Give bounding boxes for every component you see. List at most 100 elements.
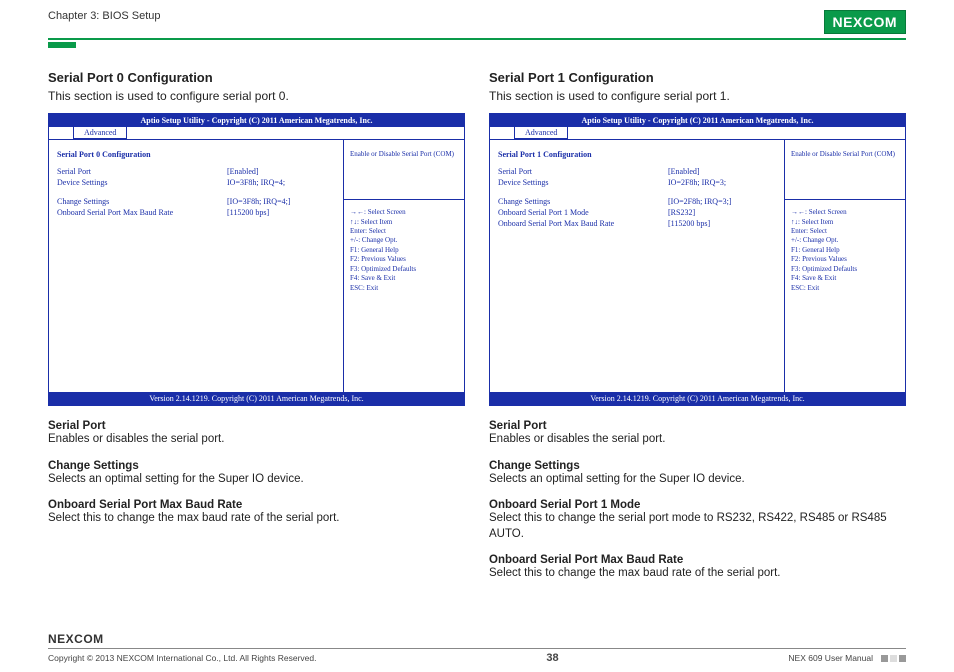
bios-footer: Version 2.14.1219. Copyright (C) 2011 Am… [49, 392, 464, 405]
bios-option-value: [115200 bps] [668, 219, 776, 228]
bios-key-hint: F1: General Help [350, 246, 458, 255]
description-item: Change SettingsSelects an optimal settin… [48, 460, 465, 488]
bios-option-row[interactable]: Onboard Serial Port Max Baud Rate[115200… [57, 208, 335, 217]
bios-key-legend: →←: Select Screen↑↓: Select ItemEnter: S… [785, 200, 905, 392]
bios-tab-row: Advanced [49, 127, 464, 140]
bios-panel-left: Aptio Setup Utility - Copyright (C) 2011… [48, 113, 465, 406]
bios-option-label: Change Settings [498, 197, 668, 206]
bios-option-row[interactable]: Onboard Serial Port Max Baud Rate[115200… [498, 219, 776, 228]
section-desc: This section is used to configure serial… [48, 89, 465, 103]
bios-key-hint: +/-: Change Opt. [791, 236, 899, 245]
bios-option-label: Device Settings [498, 178, 668, 187]
bios-option-row[interactable]: Device SettingsIO=3F8h; IRQ=4; [57, 178, 335, 187]
description-text: Select this to change the serial port mo… [489, 511, 906, 542]
description-item: Change SettingsSelects an optimal settin… [489, 460, 906, 488]
bios-option-row[interactable]: Serial Port[Enabled] [498, 167, 776, 176]
description-item: Serial PortEnables or disables the seria… [48, 420, 465, 448]
bios-tab-advanced[interactable]: Advanced [514, 127, 568, 139]
bios-key-hint: Enter: Select [350, 227, 458, 236]
bios-option-value: [Enabled] [668, 167, 776, 176]
section-desc: This section is used to configure serial… [489, 89, 906, 103]
brand-logo: NEXCOM [824, 10, 906, 34]
bios-row-group-1: Serial Port[Enabled]Device SettingsIO=2F… [498, 167, 776, 187]
page-footer: NEXCOM Copyright © 2013 NEXCOM Internati… [0, 632, 954, 664]
bios-key-hint: ↑↓: Select Item [791, 218, 899, 227]
bios-panel-right: Aptio Setup Utility - Copyright (C) 2011… [489, 113, 906, 406]
bios-key-hint: ESC: Exit [350, 284, 458, 293]
bios-option-label: Onboard Serial Port Max Baud Rate [57, 208, 227, 217]
bios-key-hint: F1: General Help [791, 246, 899, 255]
header-rule [0, 38, 954, 48]
left-column: Serial Port 0 Configuration This section… [48, 70, 465, 594]
bios-option-row[interactable]: Change Settings[IO=3F8h; IRQ=4;] [57, 197, 335, 206]
description-text: Selects an optimal setting for the Super… [48, 472, 465, 488]
bios-option-row[interactable]: Change Settings[IO=2F8h; IRQ=3;] [498, 197, 776, 206]
bios-title-bar: Aptio Setup Utility - Copyright (C) 2011… [490, 114, 905, 127]
bios-option-value: [115200 bps] [227, 208, 335, 217]
bios-key-hint: ESC: Exit [791, 284, 899, 293]
chapter-title: Chapter 3: BIOS Setup [48, 10, 161, 22]
content-columns: Serial Port 0 Configuration This section… [0, 48, 954, 594]
description-text: Enables or disables the serial port. [48, 432, 465, 448]
bios-option-label: Device Settings [57, 178, 227, 187]
bios-option-value: [Enabled] [227, 167, 335, 176]
footer-doc-name: NEX 609 User Manual [788, 653, 873, 663]
bios-row-group-2: Change Settings[IO=3F8h; IRQ=4;]Onboard … [57, 197, 335, 217]
bios-option-value: IO=3F8h; IRQ=4; [227, 178, 335, 187]
footer-logo: NEXCOM [48, 632, 906, 646]
description-text: Enables or disables the serial port. [489, 432, 906, 448]
bios-key-hint: F3: Optimized Defaults [350, 265, 458, 274]
bios-key-hint: →←: Select Screen [791, 208, 899, 217]
bios-option-row[interactable]: Onboard Serial Port 1 Mode[RS232] [498, 208, 776, 217]
bios-key-hint: F4: Save & Exit [350, 274, 458, 283]
bios-option-label: Onboard Serial Port 1 Mode [498, 208, 668, 217]
bios-key-hint: F4: Save & Exit [791, 274, 899, 283]
bios-option-value: [IO=3F8h; IRQ=4;] [227, 197, 335, 206]
bios-title-bar: Aptio Setup Utility - Copyright (C) 2011… [49, 114, 464, 127]
footer-decoration-icon [881, 655, 906, 662]
bios-option-label: Onboard Serial Port Max Baud Rate [498, 219, 668, 228]
description-label: Onboard Serial Port 1 Mode [489, 499, 906, 511]
bios-key-hint: F2: Previous Values [350, 255, 458, 264]
description-label: Onboard Serial Port Max Baud Rate [489, 554, 906, 566]
bios-key-hint: ↑↓: Select Item [350, 218, 458, 227]
description-item: Onboard Serial Port 1 ModeSelect this to… [489, 499, 906, 542]
bios-option-value: [RS232] [668, 208, 776, 217]
description-label: Change Settings [489, 460, 906, 472]
description-label: Serial Port [489, 420, 906, 432]
bios-option-row[interactable]: Serial Port[Enabled] [57, 167, 335, 176]
bios-option-label: Change Settings [57, 197, 227, 206]
bios-help-text: Enable or Disable Serial Port (COM) [344, 140, 464, 200]
bios-help-text: Enable or Disable Serial Port (COM) [785, 140, 905, 200]
bios-option-row[interactable]: Device SettingsIO=2F8h; IRQ=3; [498, 178, 776, 187]
description-block: Serial PortEnables or disables the seria… [489, 420, 906, 582]
page-header: Chapter 3: BIOS Setup NEXCOM [0, 0, 954, 34]
bios-option-value: IO=2F8h; IRQ=3; [668, 178, 776, 187]
bios-key-hint: Enter: Select [791, 227, 899, 236]
section-title: Serial Port 0 Configuration [48, 70, 465, 85]
footer-copyright: Copyright © 2013 NEXCOM International Co… [48, 653, 316, 663]
bios-footer: Version 2.14.1219. Copyright (C) 2011 Am… [490, 392, 905, 405]
bios-heading: Serial Port 1 Configuration [498, 150, 776, 159]
bios-option-label: Serial Port [498, 167, 668, 176]
bios-key-hint: →←: Select Screen [350, 208, 458, 217]
description-label: Onboard Serial Port Max Baud Rate [48, 499, 465, 511]
bios-key-hint: F3: Optimized Defaults [791, 265, 899, 274]
description-text: Select this to change the max baud rate … [489, 566, 906, 582]
description-item: Onboard Serial Port Max Baud RateSelect … [489, 554, 906, 582]
bios-key-hint: F2: Previous Values [791, 255, 899, 264]
bios-row-group-2: Change Settings[IO=2F8h; IRQ=3;]Onboard … [498, 197, 776, 228]
bios-tab-row: Advanced [490, 127, 905, 140]
description-label: Change Settings [48, 460, 465, 472]
description-block: Serial PortEnables or disables the seria… [48, 420, 465, 527]
page-number: 38 [546, 652, 558, 664]
description-item: Onboard Serial Port Max Baud RateSelect … [48, 499, 465, 527]
bios-option-value: [IO=2F8h; IRQ=3;] [668, 197, 776, 206]
bios-heading: Serial Port 0 Configuration [57, 150, 335, 159]
bios-key-hint: +/-: Change Opt. [350, 236, 458, 245]
section-title: Serial Port 1 Configuration [489, 70, 906, 85]
bios-options: Serial Port 0 Configuration Serial Port[… [49, 140, 344, 392]
bios-options: Serial Port 1 Configuration Serial Port[… [490, 140, 785, 392]
bios-tab-advanced[interactable]: Advanced [73, 127, 127, 139]
description-text: Selects an optimal setting for the Super… [489, 472, 906, 488]
